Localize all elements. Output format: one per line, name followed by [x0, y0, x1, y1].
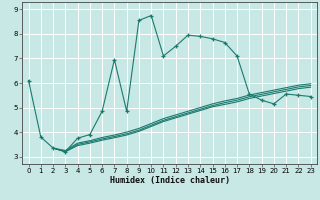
X-axis label: Humidex (Indice chaleur): Humidex (Indice chaleur) — [110, 176, 230, 185]
